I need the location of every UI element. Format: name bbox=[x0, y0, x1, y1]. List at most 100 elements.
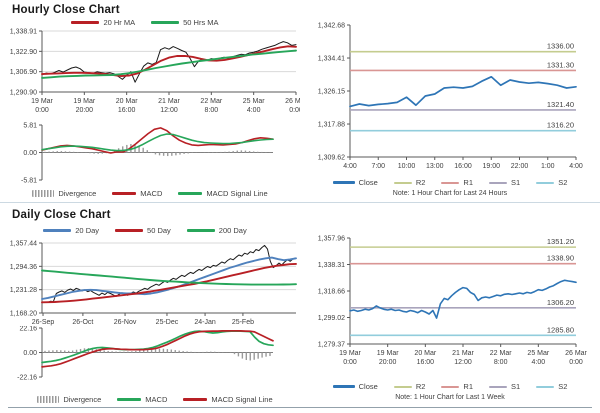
svg-text:0:00: 0:00 bbox=[35, 107, 49, 114]
daily-macd-legend: Divergence MACD MACD Signal Line bbox=[10, 393, 300, 405]
legend-item-50-day: 50 Day bbox=[115, 226, 171, 235]
daily-price-chart: 1,357.44 1,294.36 1,231.28 1,168.20 26-Sep 26… bbox=[0, 238, 300, 328]
svg-text:22:00: 22:00 bbox=[511, 163, 529, 170]
svg-text:1321.40: 1321.40 bbox=[547, 100, 574, 109]
legend-item-s2: S2 bbox=[536, 382, 567, 391]
legend-item-close: Close bbox=[332, 382, 378, 391]
legend-item-20-hr-ma: 20 Hr MA bbox=[71, 18, 135, 27]
legend-item-200-day: 200 Day bbox=[186, 225, 247, 235]
svg-text:22 Mar: 22 Mar bbox=[200, 98, 222, 105]
svg-text:19 Mar: 19 Mar bbox=[339, 350, 361, 357]
svg-text:26-Oct: 26-Oct bbox=[72, 319, 93, 326]
svg-text:25 Mar: 25 Mar bbox=[527, 350, 549, 357]
daily_macd-svg: 22.16 0.00 -22.16 bbox=[17, 326, 274, 382]
hourly-close-panel: Hourly Close Chart 20 Hr MA 50 Hrs MA 1,3… bbox=[0, 0, 300, 203]
svg-text:26 Mar: 26 Mar bbox=[285, 98, 300, 105]
svg-text:1,338.91: 1,338.91 bbox=[10, 29, 37, 36]
legend-chip-s2 bbox=[536, 181, 555, 184]
legend-label-divergence: Divergence bbox=[63, 394, 102, 404]
svg-text:19 Mar: 19 Mar bbox=[377, 350, 399, 357]
weekly-legend: Close R2 R1 S1 S2 bbox=[300, 381, 600, 392]
intraday-svg: 1,342.68 1,334.41 1,326.15 1,317.88 1,309.62… bbox=[318, 23, 583, 171]
hourly-panel-title: Hourly Close Chart bbox=[12, 4, 120, 16]
weekly-close-chart: 1,357.96 1,338.31 1,318.66 1,299.02 1,279.37… bbox=[300, 228, 600, 376]
svg-text:1,231.28: 1,231.28 bbox=[10, 287, 37, 294]
svg-text:0.00: 0.00 bbox=[23, 350, 37, 357]
svg-text:20:00: 20:00 bbox=[379, 359, 397, 366]
legend-label-20-day: 20 Day bbox=[75, 225, 100, 235]
legend-chip-50-day bbox=[115, 228, 144, 232]
legend-chip-macd bbox=[117, 397, 142, 401]
legend-chip-macd bbox=[112, 191, 137, 195]
legend-chip-s1 bbox=[489, 181, 507, 184]
legend-item-50-hrs-ma: 50 Hrs MA bbox=[151, 18, 219, 27]
svg-text:26-Sep: 26-Sep bbox=[32, 319, 55, 326]
svg-text:1,318.66: 1,318.66 bbox=[318, 289, 345, 296]
daily-macd-chart: 22.16 0.00 -22.16 bbox=[0, 326, 300, 390]
legend-label-s1: S1 bbox=[511, 178, 521, 187]
legend-item-macd: MACD bbox=[112, 189, 162, 198]
legend-item-s1: S1 bbox=[489, 382, 520, 391]
svg-text:5.81: 5.81 bbox=[23, 123, 37, 130]
intraday-legend: Close R2 R1 S1 S2 bbox=[300, 177, 600, 188]
legend-chip-r2 bbox=[393, 181, 412, 184]
intraday-close-chart: 1,342.68 1,334.41 1,326.15 1,317.88 1,309.62… bbox=[300, 12, 600, 174]
legend-item-macd: MACD bbox=[117, 395, 167, 404]
svg-text:1,279.37: 1,279.37 bbox=[318, 342, 345, 349]
svg-text:12:00: 12:00 bbox=[454, 359, 472, 366]
legend-item-close: Close bbox=[332, 178, 378, 187]
weekly-svg: 1,357.96 1,338.31 1,318.66 1,299.02 1,279.37… bbox=[318, 236, 588, 367]
svg-text:21 Mar: 21 Mar bbox=[452, 350, 474, 357]
legend-label-r1: R1 bbox=[463, 382, 473, 391]
svg-text:25 Mar: 25 Mar bbox=[243, 98, 265, 105]
legend-chip-r1 bbox=[441, 181, 460, 184]
legend-chip-s1 bbox=[489, 385, 507, 388]
svg-text:20 Mar: 20 Mar bbox=[414, 350, 436, 357]
svg-text:4:00: 4:00 bbox=[343, 163, 357, 170]
hourly-price-chart: 1,338.91 1,322.90 1,306.90 1,290.90 19 Mar 0:… bbox=[0, 26, 300, 122]
legend-label-20-hr-ma: 20 Hr MA bbox=[103, 17, 136, 27]
legend-label-200-day: 200 Day bbox=[218, 225, 247, 235]
svg-text:25-Feb: 25-Feb bbox=[232, 319, 254, 326]
svg-text:12:00: 12:00 bbox=[160, 107, 178, 114]
svg-text:1331.30: 1331.30 bbox=[547, 60, 574, 69]
intraday-note: Note: 1 Hour Chart for Last 24 Hours bbox=[392, 190, 508, 197]
weekly-note: Note: 1 Hour Chart for Last 1 Week bbox=[395, 394, 505, 401]
legend-label-s1: S1 bbox=[511, 382, 521, 391]
svg-text:1,338.31: 1,338.31 bbox=[318, 262, 345, 269]
hourly-intraday-panel: 1,342.68 1,334.41 1,326.15 1,317.88 1,309.62… bbox=[300, 0, 600, 203]
legend-item-r2: R2 bbox=[393, 178, 425, 187]
svg-text:0:00: 0:00 bbox=[343, 359, 357, 366]
svg-text:1,168.20: 1,168.20 bbox=[10, 311, 37, 318]
legend-label-s2: S2 bbox=[558, 178, 568, 187]
hourly-macd-legend: Divergence MACD MACD Signal Line bbox=[10, 187, 290, 199]
hourly-macd-chart: 5.81 0.00 -5.81 bbox=[0, 120, 300, 186]
legend-item-divergence: Divergence bbox=[37, 395, 101, 404]
legend-item-macd-signal-line: MACD Signal Line bbox=[178, 188, 268, 198]
svg-text:1338.90: 1338.90 bbox=[547, 254, 574, 263]
legend-item-r2: R2 bbox=[393, 382, 425, 391]
svg-text:19 Mar: 19 Mar bbox=[31, 98, 53, 105]
legend-label-macd: MACD bbox=[145, 394, 168, 404]
svg-text:20 Mar: 20 Mar bbox=[116, 98, 138, 105]
svg-text:1306.20: 1306.20 bbox=[547, 298, 574, 307]
svg-text:1351.20: 1351.20 bbox=[547, 237, 574, 246]
legend-chip-divergence bbox=[37, 395, 60, 403]
legend-label-close: Close bbox=[358, 178, 378, 187]
bottom-rule bbox=[8, 407, 592, 408]
svg-text:8:00: 8:00 bbox=[205, 107, 219, 114]
legend-label-macd-signal-line: MACD Signal Line bbox=[206, 188, 268, 198]
svg-text:20:00: 20:00 bbox=[76, 107, 94, 114]
svg-text:16:00: 16:00 bbox=[417, 359, 435, 366]
legend-chip-macd-signal-line bbox=[183, 397, 208, 401]
svg-text:1,299.02: 1,299.02 bbox=[318, 315, 345, 322]
svg-text:19:00: 19:00 bbox=[482, 163, 500, 170]
svg-text:19 Mar: 19 Mar bbox=[73, 98, 95, 105]
svg-text:1,342.68: 1,342.68 bbox=[318, 23, 345, 30]
svg-text:10:00: 10:00 bbox=[398, 163, 416, 170]
legend-chip-close bbox=[332, 385, 355, 388]
svg-text:0.00: 0.00 bbox=[23, 150, 37, 157]
legend-label-divergence: Divergence bbox=[58, 188, 97, 198]
